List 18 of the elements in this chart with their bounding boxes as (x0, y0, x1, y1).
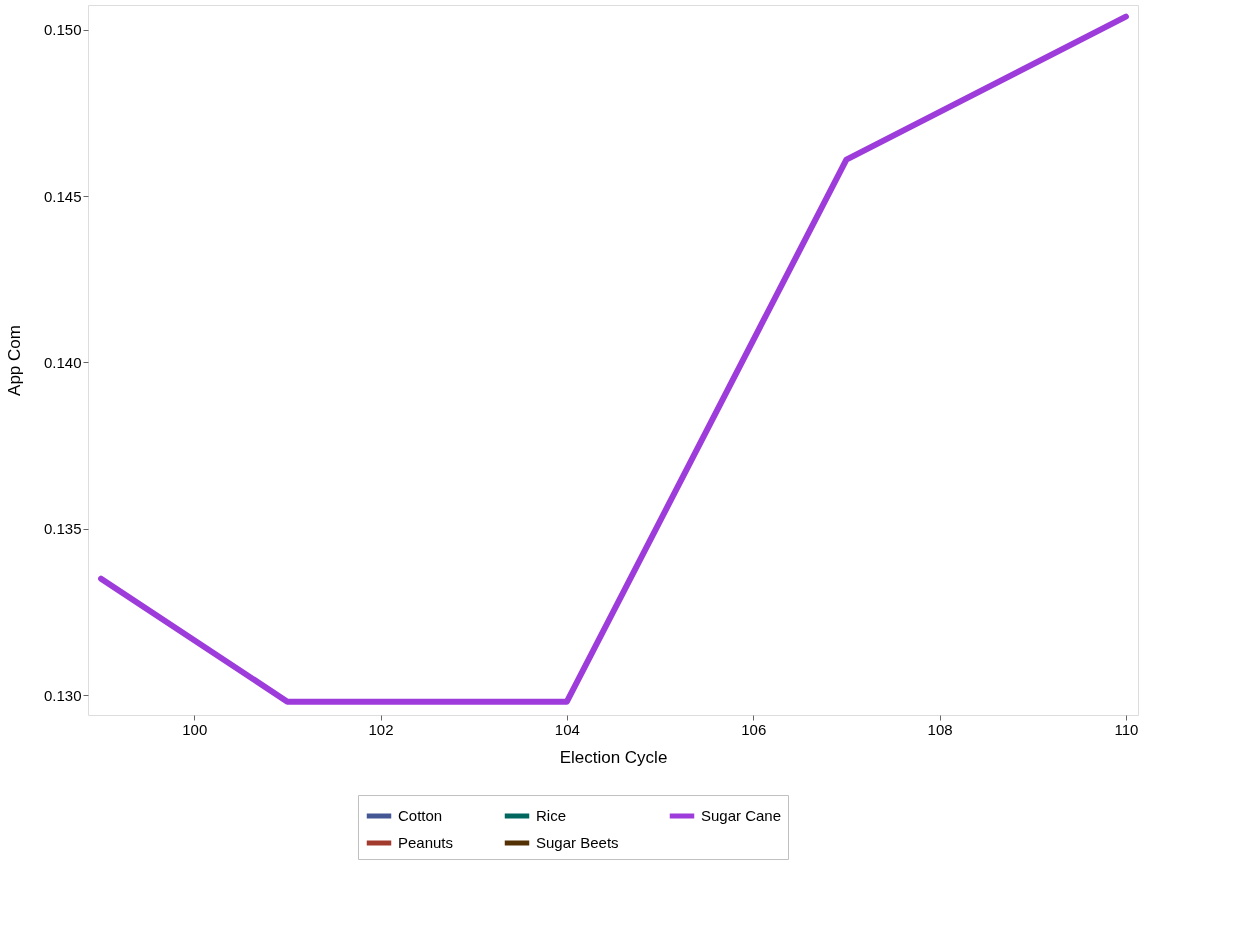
x-tick-label: 108 (927, 720, 953, 738)
y-axis-title: App Com (4, 325, 24, 396)
y-tick-label: 0.140 (43, 353, 82, 371)
x-tick-label: 104 (554, 720, 580, 738)
x-axis-title: Election Cycle (559, 747, 668, 767)
y-tick-label: 0.135 (43, 520, 82, 538)
legend-label: Cotton (398, 807, 443, 824)
legend-label: Rice (536, 807, 567, 824)
x-tick-label: 110 (1114, 720, 1139, 738)
legend-label: Peanuts (398, 834, 454, 851)
y-tick-label: 0.145 (43, 187, 82, 205)
x-tick-label: 100 (182, 720, 208, 738)
legend-label: Sugar Cane (701, 807, 782, 824)
x-tick-label: 102 (368, 720, 394, 738)
x-tick-label: 106 (741, 720, 767, 738)
y-tick-label: 0.130 (43, 686, 82, 704)
legend-label: Sugar Beets (536, 834, 619, 851)
y-tick-label: 0.150 (43, 21, 82, 39)
